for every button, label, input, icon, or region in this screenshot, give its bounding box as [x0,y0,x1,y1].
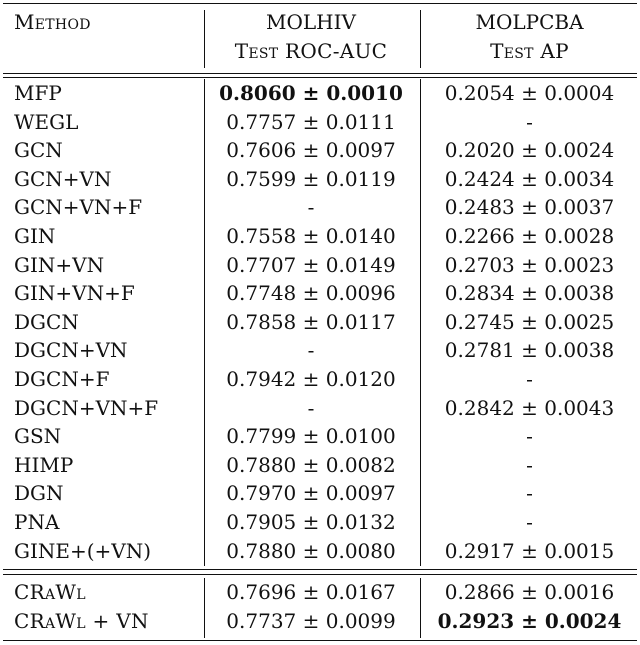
molpcba-cell: - [526,424,533,449]
molhiv-cell: 0.7970 ± 0.0097 [226,481,396,506]
molpcba-cell: 0.2424 ± 0.0034 [444,166,615,191]
molhiv-cell: 0.7558 ± 0.0140 [226,224,396,248]
molpcba-cell: 0.2703 ± 0.0023 [444,252,615,277]
method-cell: CRaWl + VN [14,609,149,633]
molhiv-cell: 0.7905 ± 0.0132 [226,510,396,534]
header-molpcba-metric: Test AP [490,39,569,63]
method-cell: GIN+VN [14,252,105,277]
molpcba-cell: 0.2834 ± 0.0038 [444,281,615,306]
col-divider-2 [420,10,421,68]
molhiv-cell: 0.7737 ± 0.0099 [226,609,396,633]
molpcba-cell: 0.2266 ± 0.0028 [444,224,615,248]
molhiv-cell: 0.7696 ± 0.0167 [226,580,396,604]
header-molhiv-metric: Test ROC-AUC [234,39,388,63]
molpcba-cell: 0.2923 ± 0.0024 [437,609,622,633]
molhiv-cell: 0.8060 ± 0.0010 [219,81,403,105]
method-cell: GIN+VN+F [14,281,135,306]
method-cell: DGCN+VN [14,338,128,363]
molpcba-cell: - [526,481,533,506]
header-method: Method [14,10,91,34]
header-rule-2 [3,77,637,78]
molpcba-cell: 0.2781 ± 0.0038 [444,338,615,363]
method-cell: MFP [14,81,62,105]
method-cell: DGN [14,481,64,506]
col-divider-1-crawl [204,578,205,638]
method-cell: GCN [14,138,63,163]
molhiv-cell: - [307,338,315,363]
header-molpcba: MOLPCBA [475,10,584,34]
molhiv-cell: 0.7606 ± 0.0097 [226,138,396,163]
molpcba-cell: 0.2842 ± 0.0043 [444,395,615,420]
header-molhiv: MOLHIV [266,10,356,34]
header-rule [3,73,637,74]
molhiv-cell: 0.7880 ± 0.0082 [226,452,396,477]
group-rule [3,569,637,570]
method-cell: DGCN [14,309,79,334]
method-cell: CRaWl [14,580,86,604]
molpcba-cell: 0.2020 ± 0.0024 [444,138,615,163]
method-cell: WEGL [14,109,79,134]
method-cell: HIMP [14,452,74,477]
molpcba-cell: - [526,510,533,534]
col-divider-2-body [420,79,421,566]
top-rule [3,3,637,4]
molpcba-cell: - [526,367,533,391]
method-cell: GCN+VN [14,166,112,191]
method-cell: GIN [14,224,56,248]
col-divider-2-crawl [420,578,421,638]
molpcba-cell: 0.2745 ± 0.0025 [444,309,615,334]
method-cell: DGCN+VN+F [14,395,159,420]
molpcba-cell: 0.2866 ± 0.0016 [444,580,615,604]
molhiv-cell: 0.7707 ± 0.0149 [226,252,396,277]
molhiv-cell: 0.7858 ± 0.0117 [226,309,396,334]
molhiv-cell: - [307,195,315,220]
col-divider-1 [204,10,205,68]
method-cell: GCN+VN+F [14,195,143,220]
molhiv-cell: 0.7942 ± 0.0120 [226,367,396,391]
bottom-rule [3,640,637,641]
molpcba-cell: - [526,109,533,134]
molhiv-cell: 0.7880 ± 0.0080 [226,538,396,563]
molpcba-cell: 0.2054 ± 0.0004 [444,81,615,105]
method-cell: PNA [14,510,60,534]
molhiv-cell: 0.7799 ± 0.0100 [226,424,396,449]
method-cell: DGCN+F [14,367,110,391]
molpcba-cell: 0.2917 ± 0.0015 [444,538,615,563]
molhiv-cell: 0.7748 ± 0.0096 [226,281,396,306]
method-cell: GINE+(+VN) [14,538,152,563]
molpcba-cell: - [526,452,533,477]
group-rule-2 [3,574,637,575]
molhiv-cell: 0.7599 ± 0.0119 [226,166,396,191]
molhiv-cell: - [307,395,315,420]
col-divider-1-body [204,79,205,566]
molhiv-cell: 0.7757 ± 0.0111 [226,109,396,134]
method-cell: GSN [14,424,62,449]
molpcba-cell: 0.2483 ± 0.0037 [444,195,615,220]
